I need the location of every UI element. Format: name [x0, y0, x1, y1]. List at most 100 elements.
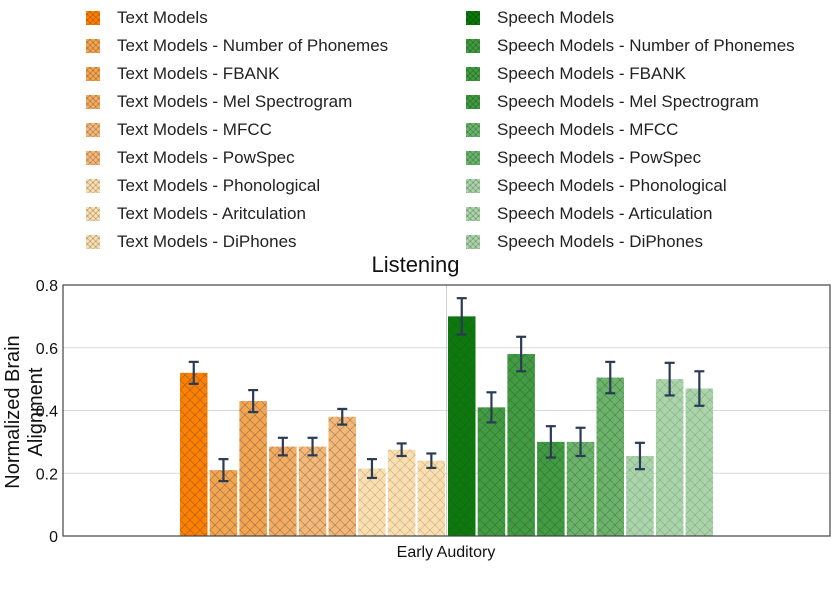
x-category-label: Early Auditory: [396, 544, 496, 561]
legend-label: Text Models - Phonological: [117, 176, 321, 195]
bar: [566, 441, 595, 536]
chart-title: Listening: [371, 252, 460, 277]
y-axis-title: Normalized Brain Alignment: [2, 335, 47, 489]
legend-item: Text Models - MFCC: [86, 120, 272, 140]
error-bar: [456, 297, 467, 336]
bar-hatch: [180, 372, 208, 536]
legend-label: Speech Models - FBANK: [497, 64, 686, 83]
legend-label: Speech Models - Phonological: [497, 176, 727, 195]
bar: [507, 354, 535, 536]
legend-label: Text Models - FBANK: [117, 64, 280, 83]
legend-swatch: [86, 207, 100, 221]
legend-swatch: [86, 39, 100, 53]
bar: [626, 455, 654, 536]
legend-swatch: [466, 207, 480, 221]
legend-item: Text Models - Phonological: [86, 176, 320, 196]
bar: [448, 316, 476, 536]
legend-item: Speech Models - PowSpec: [466, 148, 701, 168]
legend-swatch: [466, 151, 480, 165]
legend-item: Speech Models: [466, 8, 614, 28]
bar-hatch: [596, 377, 624, 536]
legend-label: Text Models - Aritculation: [117, 204, 306, 223]
bar-hatch: [685, 388, 714, 536]
legend-swatch: [86, 123, 100, 137]
legend-item: Text Models - Number of Phonemes: [86, 36, 388, 56]
bar: [685, 388, 714, 536]
bar: [358, 468, 386, 536]
legend-item: Text Models - Mel Spectrogram: [86, 92, 352, 112]
error-bar: [188, 360, 199, 385]
error-bar: [516, 335, 527, 373]
legend-item: Text Models - PowSpec: [86, 148, 295, 168]
bar-hatch: [417, 460, 446, 536]
bar-hatch: [626, 455, 654, 536]
legend-swatch: [466, 67, 480, 81]
error-bar: [277, 436, 288, 457]
legend-label: Speech Models - DiPhones: [497, 232, 704, 251]
legend-swatch: [86, 235, 100, 249]
error-bar: [664, 361, 675, 397]
error-bar: [366, 458, 377, 480]
legend-swatch: [466, 39, 480, 53]
error-bar: [486, 391, 497, 424]
bar-hatch: [269, 446, 297, 536]
legend-label: Speech Models - Articulation: [497, 204, 713, 223]
bar: [239, 401, 267, 536]
bar: [596, 377, 624, 536]
y-tick-label: 0.2: [36, 466, 58, 483]
bar-hatch: [507, 354, 535, 536]
legend-label: Text Models - PowSpec: [117, 148, 295, 167]
error-bar: [545, 425, 556, 459]
plot-frame: [62, 284, 831, 537]
legend-swatch: [86, 11, 100, 25]
legend-swatch: [466, 179, 480, 193]
legend-label: Speech Models: [497, 8, 615, 27]
legend-item: Speech Models - FBANK: [466, 64, 686, 84]
legend-label: Text Models - Number of Phonemes: [117, 36, 389, 55]
error-bar: [396, 442, 407, 458]
error-bar: [575, 426, 586, 458]
legend-label: Speech Models - MFCC: [497, 120, 679, 139]
bar: [417, 460, 446, 536]
legend-item: Speech Models - Articulation: [466, 204, 712, 224]
bar: [269, 446, 297, 536]
bar-hatch: [209, 470, 238, 536]
bar: [387, 449, 416, 536]
legend-item: Speech Models - Number of Phonemes: [466, 36, 795, 56]
error-bar: [426, 452, 437, 470]
bar-hatch: [328, 416, 356, 536]
legend-label: Speech Models - Number of Phonemes: [497, 36, 795, 55]
bar-hatch: [239, 401, 267, 536]
y-tick-label: 0.8: [36, 278, 58, 295]
legend-label: Text Models - DiPhones: [117, 232, 297, 251]
bar-hatch: [448, 316, 476, 536]
bar: [298, 446, 327, 536]
bar: [477, 407, 506, 536]
legend-item: Speech Models - Mel Spectrogram: [466, 92, 759, 112]
legend-item: Speech Models - DiPhones: [466, 232, 703, 252]
plot-background: [63, 285, 830, 536]
bar: [180, 372, 208, 536]
legend-swatch: [466, 123, 480, 137]
legend-item: Text Models - DiPhones: [86, 232, 297, 252]
legend-item: Text Models: [86, 8, 208, 28]
bar-hatch: [537, 441, 565, 536]
bar-hatch: [358, 468, 386, 536]
legend-item: Speech Models - MFCC: [466, 120, 678, 140]
bar: [209, 470, 238, 536]
error-bar: [218, 458, 229, 483]
bar: [655, 379, 684, 536]
bar: [537, 441, 565, 536]
legend-label: Text Models - MFCC: [117, 120, 272, 139]
legend-label: Text Models: [117, 8, 208, 27]
legend-swatch: [466, 11, 480, 25]
bar-hatch: [298, 446, 327, 536]
legend-swatch: [86, 179, 100, 193]
error-bar: [634, 441, 645, 471]
legend-label: Speech Models - PowSpec: [497, 148, 702, 167]
legend-label: Text Models - Mel Spectrogram: [117, 92, 353, 111]
legend-item: Text Models - FBANK: [86, 64, 280, 84]
bar: [328, 416, 356, 536]
